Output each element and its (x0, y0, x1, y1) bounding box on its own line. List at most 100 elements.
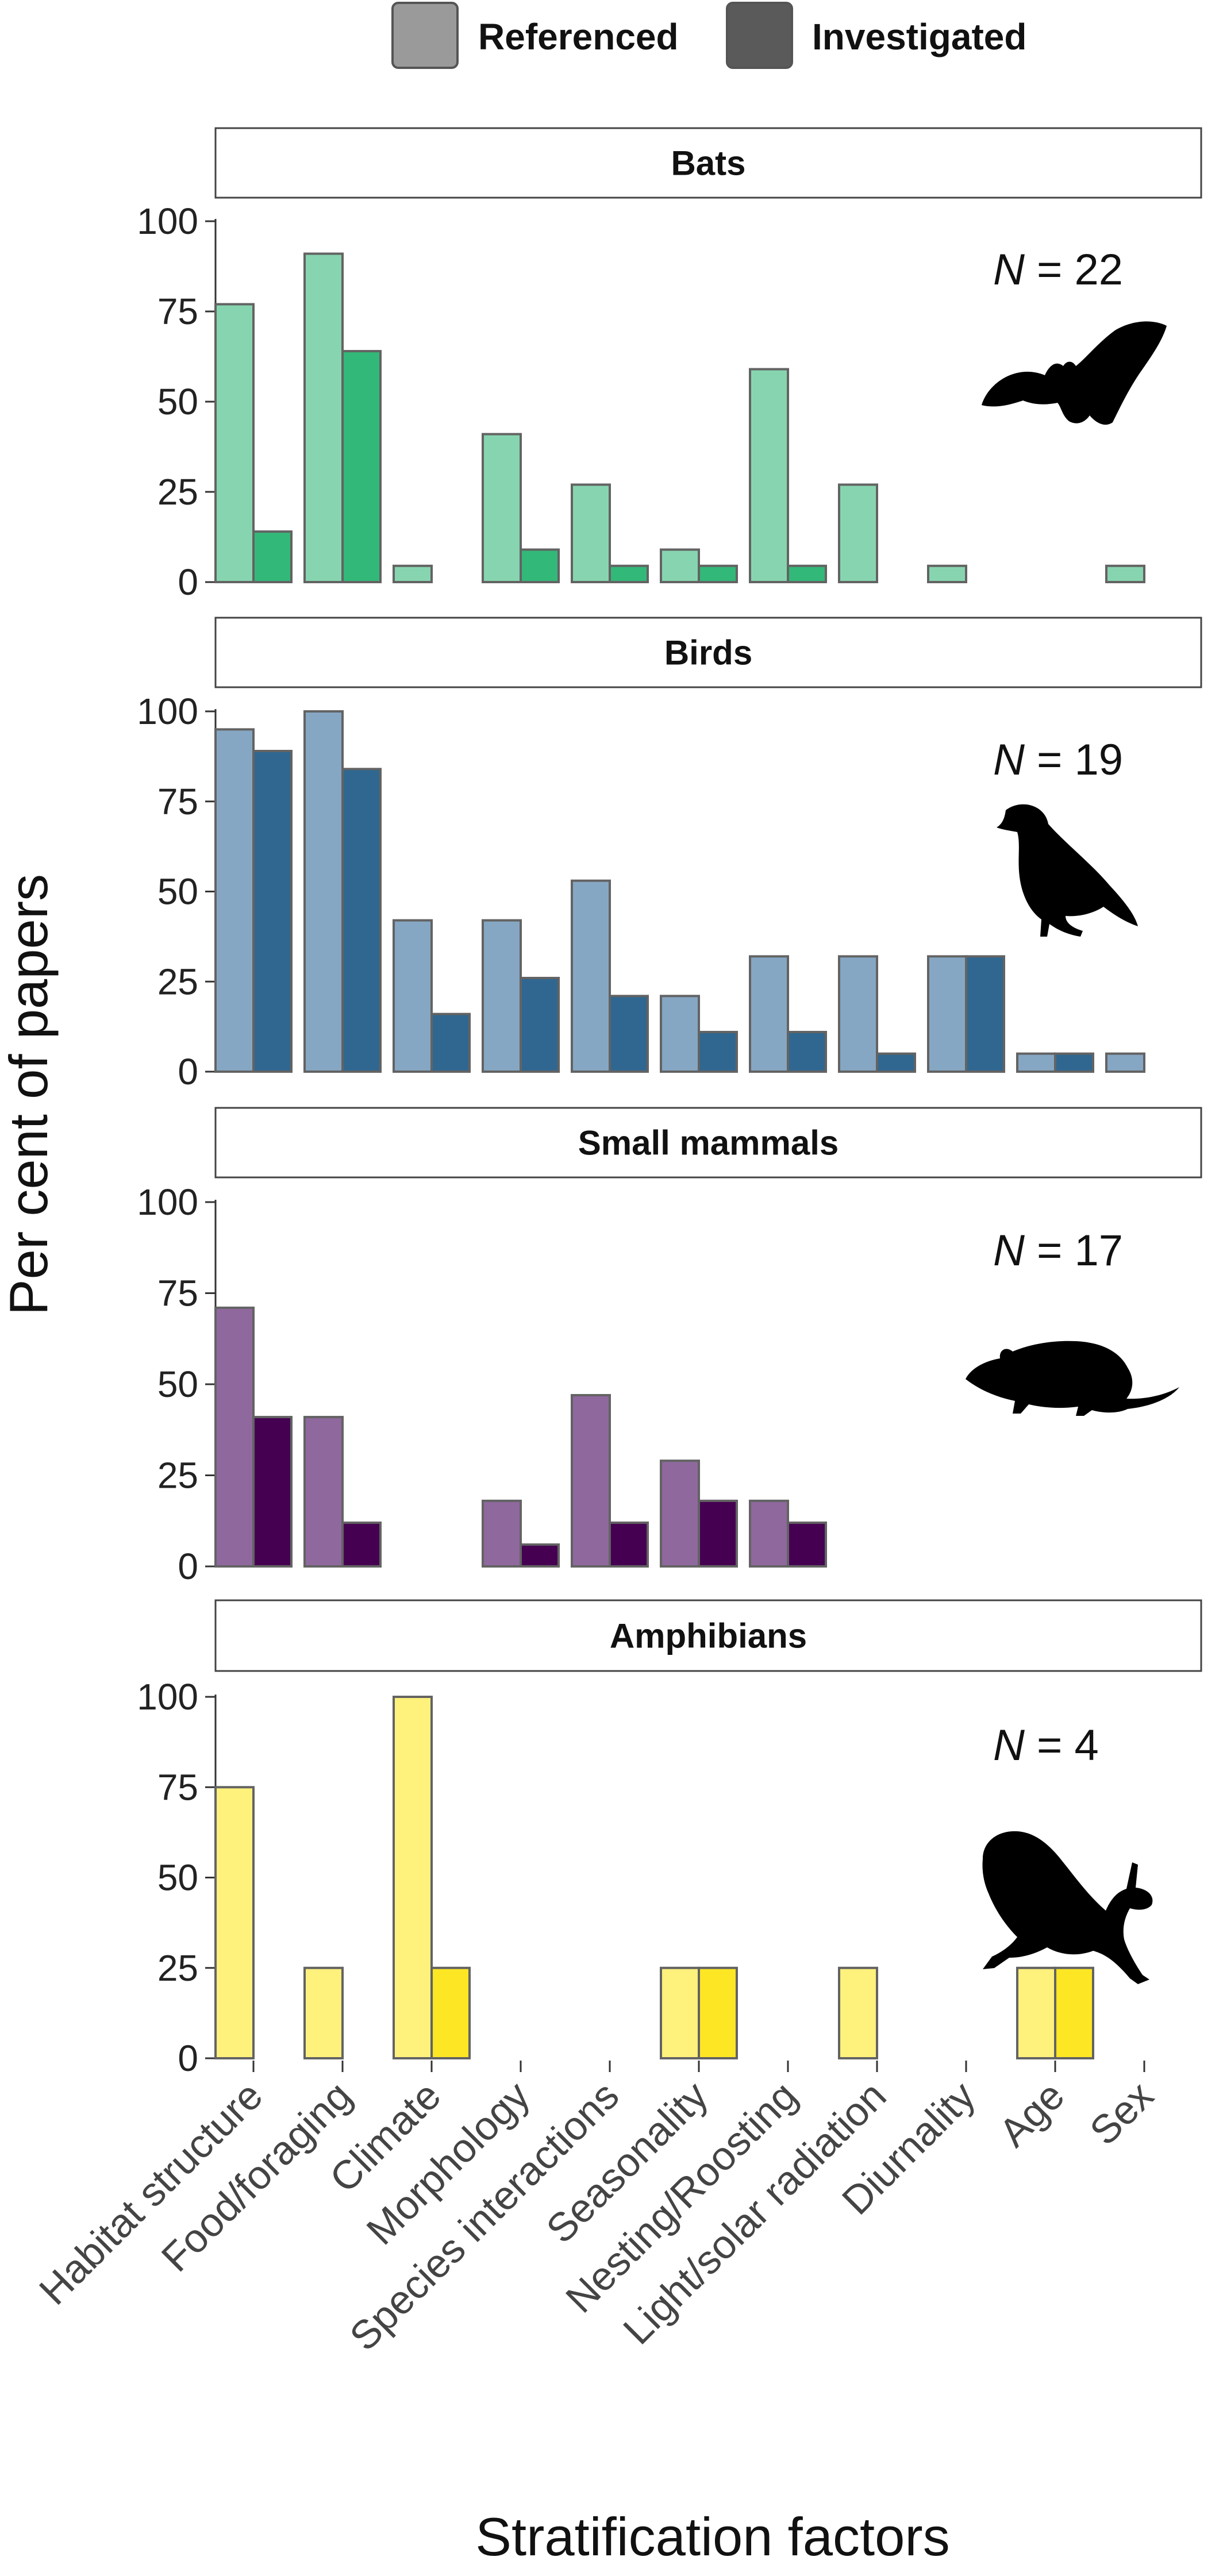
frog-silhouette-icon (982, 1831, 1153, 1984)
panel-title: Small mammals (578, 1124, 839, 1162)
y-tick-label: 25 (157, 1947, 198, 1989)
bar-referenced (1105, 564, 1145, 583)
bar-investigated (252, 530, 293, 584)
bar-referenced (1016, 1966, 1056, 2059)
y-tick-label: 25 (157, 1455, 198, 1496)
bar-investigated (1054, 1966, 1094, 2059)
bar-referenced (571, 1394, 611, 1568)
bar-referenced (660, 1966, 700, 2059)
bar-investigated (341, 350, 382, 584)
x-tick-label: Age (990, 2073, 1072, 2155)
panel-birds: Birds 0 25 50 75 100 N = 19 (137, 617, 1202, 1092)
bar-referenced (482, 1499, 522, 1568)
y-tick-label: 75 (157, 291, 198, 332)
bar-referenced (303, 252, 344, 583)
y-tick-label: 0 (178, 561, 198, 603)
bar-referenced (571, 879, 611, 1073)
bar-referenced (838, 955, 878, 1073)
n-label: N = 17 (993, 1226, 1123, 1275)
y-tick-label: 100 (137, 1676, 198, 1718)
bar-referenced (660, 995, 700, 1073)
bar-referenced (482, 433, 522, 584)
y-tick-label: 0 (178, 1051, 198, 1092)
bar-referenced (214, 303, 255, 583)
bar-investigated (787, 564, 827, 583)
bar-referenced (749, 368, 789, 583)
bar-referenced (660, 548, 700, 583)
bar-referenced (214, 1306, 255, 1568)
bar-referenced (303, 710, 344, 1073)
bar-investigated (520, 976, 560, 1073)
mammal-silhouette-icon (966, 1341, 1179, 1416)
bar-referenced (214, 1786, 255, 2059)
bar-investigated (698, 1966, 738, 2059)
bar-referenced (303, 1966, 344, 2059)
y-tick-label: 50 (157, 871, 198, 912)
bar-referenced (571, 483, 611, 583)
bar-investigated (520, 1543, 560, 1568)
bar-referenced (393, 1696, 433, 2059)
panel-title: Amphibians (610, 1617, 807, 1655)
panel-small-mammals: Small mammals 0 25 50 75 100 N = 17 (137, 1107, 1202, 1587)
bar-referenced (749, 1499, 789, 1568)
bar-referenced (927, 564, 967, 583)
bar-investigated (252, 1416, 293, 1568)
panel-strip (214, 617, 1202, 688)
bar-referenced (838, 483, 878, 583)
bar-referenced (482, 919, 522, 1073)
bar-referenced (1105, 1052, 1145, 1073)
bar-investigated (965, 955, 1005, 1073)
x-axis: Habitat structureFood/foragingClimateMor… (30, 2061, 1162, 2359)
y-tick-label: 75 (157, 1273, 198, 1314)
legend-swatch-referenced (391, 2, 459, 69)
bar-investigated (1054, 1052, 1094, 1073)
legend-swatch-investigated (726, 2, 793, 69)
y-tick-label: 0 (178, 1546, 198, 1587)
y-tick-label: 75 (157, 1766, 198, 1808)
bar-investigated (430, 1966, 471, 2059)
bar-referenced (838, 1966, 878, 2059)
panel-strip (214, 127, 1202, 199)
y-tick-label: 50 (157, 381, 198, 422)
bar-investigated (876, 1052, 916, 1073)
bar-investigated (520, 548, 560, 583)
bar-investigated (698, 564, 738, 583)
y-tick-label: 100 (137, 1181, 198, 1223)
bar-investigated (787, 1031, 827, 1073)
panel-amphibians: Amphibians 0 25 50 75 100 N = 4 (137, 1599, 1202, 2079)
bar-investigated (698, 1031, 738, 1073)
bar-referenced (303, 1416, 344, 1568)
bar-investigated (341, 768, 382, 1073)
y-tick-label: 25 (157, 471, 198, 513)
bar-referenced (393, 564, 433, 583)
y-tick-label: 100 (137, 201, 198, 242)
panel-strip (214, 1599, 1202, 1672)
panel-strip (214, 1107, 1202, 1179)
x-tick-label: Sex (1081, 2073, 1162, 2153)
y-axis-title: Per cent of papers (0, 874, 59, 1315)
legend: Referenced Investigated (391, 2, 1026, 69)
bird-silhouette-icon (997, 804, 1138, 937)
bar-investigated (609, 564, 649, 583)
y-tick-label: 75 (157, 781, 198, 822)
bar-investigated (698, 1499, 738, 1568)
y-tick-label: 100 (137, 691, 198, 732)
y-tick-label: 50 (157, 1364, 198, 1405)
panel-bats: Bats 0 25 50 75 100 N = 22 (137, 127, 1202, 603)
bar-investigated (430, 1012, 471, 1073)
bar-investigated (787, 1521, 827, 1568)
n-label: N = 4 (993, 1721, 1099, 1770)
legend-label-referenced: Referenced (478, 16, 679, 57)
bar-referenced (927, 955, 967, 1073)
bar-investigated (341, 1521, 382, 1568)
bar-investigated (609, 995, 649, 1073)
bar-investigated (609, 1521, 649, 1568)
n-label: N = 22 (993, 245, 1123, 294)
y-tick-label: 25 (157, 961, 198, 1002)
bar-investigated (252, 749, 293, 1073)
bar-referenced (1016, 1052, 1056, 1073)
y-tick-label: 50 (157, 1857, 198, 1899)
panel-title: Bats (671, 144, 745, 183)
